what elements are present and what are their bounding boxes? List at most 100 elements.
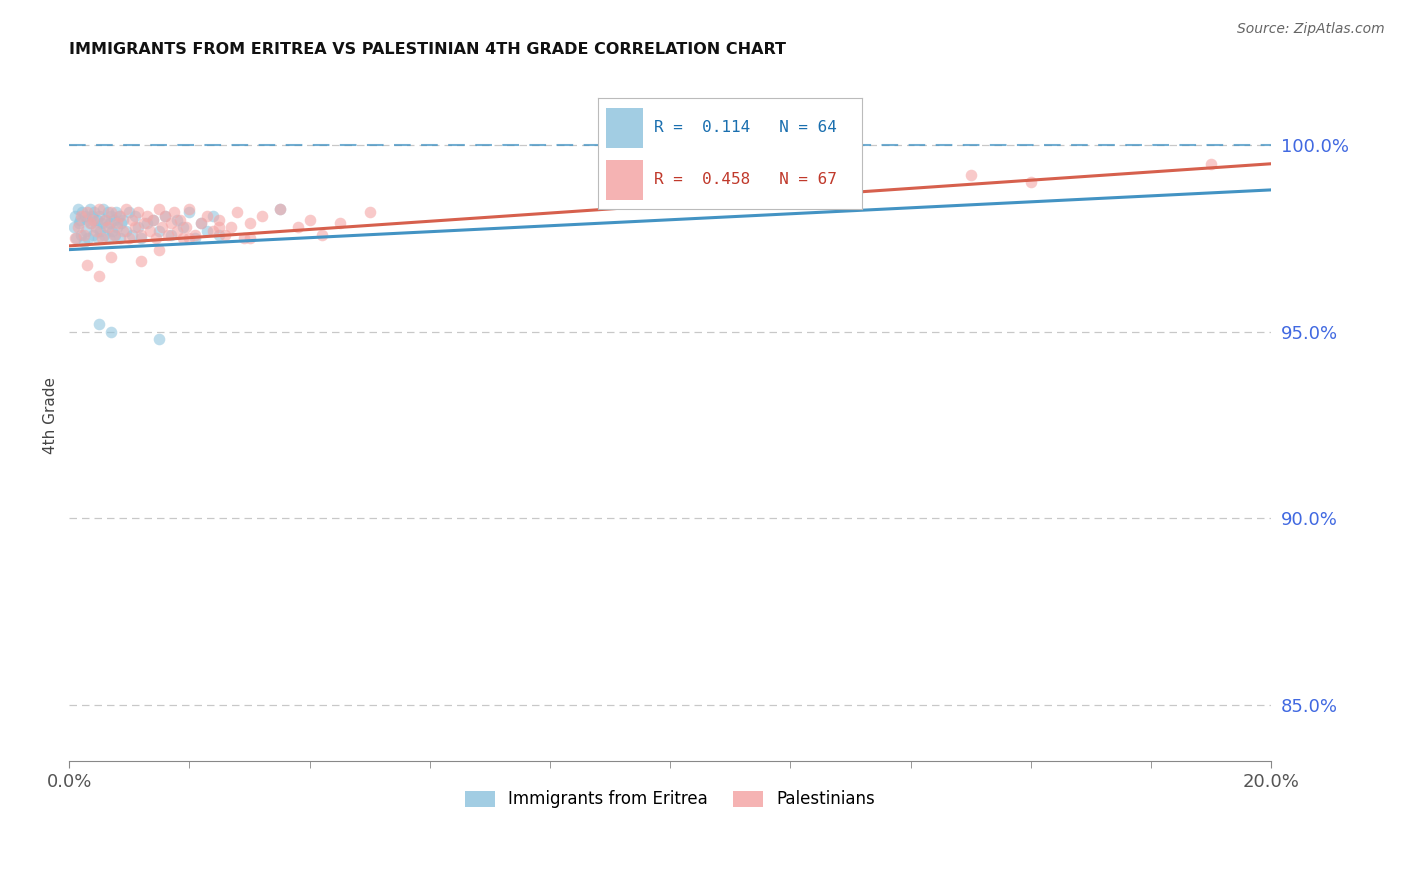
Text: Source: ZipAtlas.com: Source: ZipAtlas.com: [1237, 22, 1385, 37]
Point: [107, 209, 129, 223]
Point: [104, 227, 127, 242]
Point: [172, 220, 194, 235]
Point: [103, 212, 125, 227]
Point: [93, 227, 115, 242]
Point: [67, 217, 90, 231]
Point: [94, 212, 117, 227]
Point: [89, 224, 111, 238]
Point: [214, 227, 236, 242]
Point: [202, 224, 225, 238]
Point: [79, 202, 101, 216]
Point: [157, 227, 180, 242]
Point: [82, 227, 104, 242]
Point: [155, 209, 177, 223]
Point: [148, 202, 170, 216]
Point: [208, 212, 231, 227]
Point: [145, 231, 167, 245]
Point: [1199, 157, 1222, 171]
Point: [136, 209, 159, 223]
Point: [80, 209, 103, 223]
Point: [179, 202, 201, 216]
Point: [197, 224, 219, 238]
Point: [238, 231, 260, 245]
Point: [121, 227, 143, 242]
Point: [75, 224, 97, 238]
Point: [226, 205, 249, 219]
Point: [179, 231, 201, 245]
Point: [66, 202, 89, 216]
Point: [110, 217, 132, 231]
Point: [101, 224, 124, 238]
Point: [124, 220, 146, 235]
Point: [298, 212, 321, 227]
Point: [250, 209, 273, 223]
Point: [136, 217, 159, 231]
Point: [202, 209, 225, 223]
Point: [87, 231, 110, 245]
Point: [89, 209, 111, 223]
Point: [65, 231, 87, 245]
Point: [197, 209, 219, 223]
Point: [190, 217, 212, 231]
Point: [100, 325, 122, 339]
Point: [121, 212, 143, 227]
Point: [72, 205, 94, 219]
Point: [160, 217, 183, 231]
Point: [287, 220, 309, 235]
Point: [103, 227, 125, 242]
Point: [142, 212, 165, 227]
Point: [84, 220, 107, 235]
Y-axis label: 4th Grade: 4th Grade: [44, 377, 58, 454]
Point: [269, 202, 291, 216]
Point: [232, 231, 254, 245]
Point: [70, 209, 93, 223]
Point: [79, 217, 101, 231]
Point: [184, 227, 207, 242]
Point: [84, 224, 107, 238]
Point: [190, 217, 212, 231]
Point: [124, 209, 146, 223]
Point: [105, 220, 128, 235]
Point: [150, 220, 173, 235]
Point: [76, 212, 98, 227]
Point: [80, 217, 103, 231]
Point: [65, 231, 87, 245]
Point: [100, 209, 122, 223]
Point: [269, 202, 291, 216]
Point: [98, 217, 121, 231]
Point: [959, 168, 981, 182]
Point: [89, 202, 111, 216]
Point: [73, 227, 96, 242]
Point: [148, 224, 170, 238]
Point: [67, 220, 90, 235]
Point: [148, 243, 170, 257]
Point: [139, 224, 162, 238]
Point: [208, 227, 231, 242]
Point: [89, 318, 111, 332]
Point: [69, 212, 91, 227]
Point: [100, 205, 122, 219]
Point: [76, 205, 98, 219]
Point: [142, 212, 165, 227]
Point: [311, 227, 333, 242]
Point: [96, 220, 118, 235]
Point: [131, 227, 153, 242]
Point: [329, 217, 352, 231]
Point: [131, 231, 153, 245]
Point: [105, 217, 128, 231]
Point: [131, 253, 153, 268]
Text: IMMIGRANTS FROM ERITREA VS PALESTINIAN 4TH GRADE CORRELATION CHART: IMMIGRANTS FROM ERITREA VS PALESTINIAN 4…: [69, 42, 786, 57]
Point: [91, 202, 114, 216]
Point: [118, 231, 141, 245]
Point: [172, 231, 194, 245]
Point: [127, 220, 149, 235]
Point: [127, 205, 149, 219]
Point: [169, 212, 191, 227]
Point: [179, 205, 201, 219]
Point: [221, 220, 243, 235]
Point: [163, 205, 186, 219]
Point: [82, 212, 104, 227]
Point: [208, 220, 231, 235]
Point: [112, 212, 135, 227]
Point: [176, 220, 198, 235]
